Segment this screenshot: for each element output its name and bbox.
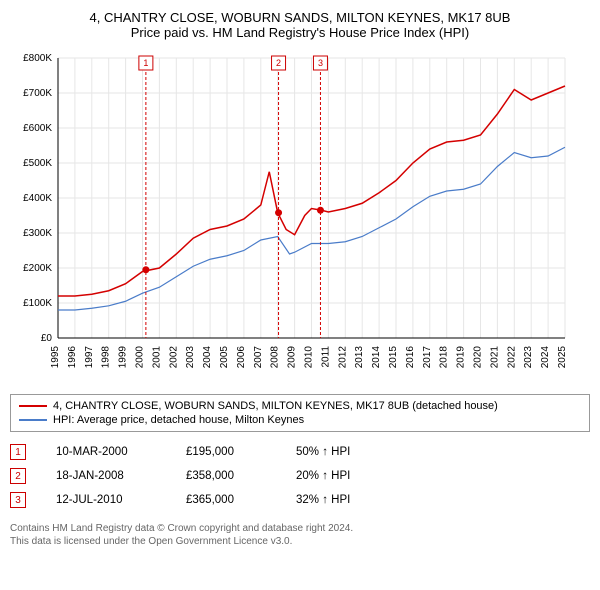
svg-text:2003: 2003 <box>185 346 196 369</box>
svg-text:£200K: £200K <box>23 263 52 274</box>
svg-text:2011: 2011 <box>320 346 331 368</box>
sale-date: 12-JUL-2010 <box>56 494 156 506</box>
sale-delta: 20% ↑ HPI <box>296 470 396 482</box>
svg-text:2007: 2007 <box>253 346 264 369</box>
footnote-line-1: Contains HM Land Registry data © Crown c… <box>10 522 590 535</box>
svg-text:2009: 2009 <box>287 346 298 369</box>
svg-text:2013: 2013 <box>354 346 365 369</box>
svg-text:2022: 2022 <box>506 346 517 369</box>
svg-text:2: 2 <box>276 58 281 68</box>
title-line-1: 4, CHANTRY CLOSE, WOBURN SANDS, MILTON K… <box>10 10 590 25</box>
svg-text:2001: 2001 <box>151 346 162 369</box>
svg-text:1: 1 <box>143 58 148 68</box>
legend-row: HPI: Average price, detached house, Milt… <box>19 413 581 427</box>
sale-date: 18-JAN-2008 <box>56 470 156 482</box>
svg-text:2002: 2002 <box>168 346 179 369</box>
svg-text:£0: £0 <box>41 333 53 344</box>
svg-text:2025: 2025 <box>557 346 568 369</box>
svg-text:1999: 1999 <box>118 346 129 369</box>
svg-text:2012: 2012 <box>337 346 348 369</box>
sale-price: £365,000 <box>186 494 266 506</box>
svg-text:£300K: £300K <box>23 228 52 239</box>
svg-text:1997: 1997 <box>84 346 95 369</box>
sales-table: 1 10-MAR-2000 £195,000 50% ↑ HPI 2 18-JAN-200… <box>10 440 590 512</box>
sale-row: 1 10-MAR-2000 £195,000 50% ↑ HPI <box>10 440 590 464</box>
svg-text:2006: 2006 <box>236 346 247 369</box>
sale-date: 10-MAR-2000 <box>56 446 156 458</box>
svg-text:2020: 2020 <box>473 346 484 369</box>
chart-title-block: 4, CHANTRY CLOSE, WOBURN SANDS, MILTON K… <box>10 10 590 40</box>
svg-text:1996: 1996 <box>67 346 78 369</box>
svg-text:2010: 2010 <box>304 346 315 369</box>
svg-text:2000: 2000 <box>135 346 146 369</box>
sale-price: £358,000 <box>186 470 266 482</box>
sale-marker: 2 <box>10 468 26 484</box>
legend-label: 4, CHANTRY CLOSE, WOBURN SANDS, MILTON K… <box>53 400 498 412</box>
sale-marker: 1 <box>10 444 26 460</box>
sale-marker: 3 <box>10 492 26 508</box>
legend-row: 4, CHANTRY CLOSE, WOBURN SANDS, MILTON K… <box>19 399 581 413</box>
legend-swatch <box>19 419 47 421</box>
sale-delta: 32% ↑ HPI <box>296 494 396 506</box>
svg-text:2015: 2015 <box>388 346 399 369</box>
svg-text:1995: 1995 <box>50 346 61 369</box>
svg-text:2016: 2016 <box>405 346 416 369</box>
legend-label: HPI: Average price, detached house, Milt… <box>53 414 304 426</box>
svg-text:2005: 2005 <box>219 346 230 369</box>
svg-text:2014: 2014 <box>371 346 382 369</box>
footnote-line-2: This data is licensed under the Open Gov… <box>10 535 590 548</box>
svg-text:£700K: £700K <box>23 88 52 99</box>
legend: 4, CHANTRY CLOSE, WOBURN SANDS, MILTON K… <box>10 394 590 432</box>
svg-text:£400K: £400K <box>23 193 52 204</box>
svg-text:£500K: £500K <box>23 158 52 169</box>
svg-text:2018: 2018 <box>439 346 450 369</box>
svg-text:£600K: £600K <box>23 123 52 134</box>
chart-container: £0 £100K £200K £300K £400K £500K £600K £700K £80… <box>10 48 590 388</box>
svg-text:£100K: £100K <box>23 298 52 309</box>
svg-text:2017: 2017 <box>422 346 433 369</box>
legend-swatch <box>19 405 47 407</box>
sale-price: £195,000 <box>186 446 266 458</box>
price-chart: £0 £100K £200K £300K £400K £500K £600K £700K £80… <box>10 48 570 388</box>
footnote: Contains HM Land Registry data © Crown c… <box>10 522 590 548</box>
svg-text:£800K: £800K <box>23 53 52 64</box>
svg-text:3: 3 <box>318 58 323 68</box>
svg-text:2008: 2008 <box>270 346 281 369</box>
svg-text:2019: 2019 <box>456 346 467 369</box>
svg-text:2024: 2024 <box>540 346 551 369</box>
sale-row: 2 18-JAN-2008 £358,000 20% ↑ HPI <box>10 464 590 488</box>
svg-text:2004: 2004 <box>202 346 213 369</box>
title-line-2: Price paid vs. HM Land Registry's House … <box>10 25 590 40</box>
sale-row: 3 12-JUL-2010 £365,000 32% ↑ HPI <box>10 488 590 512</box>
svg-text:1998: 1998 <box>101 346 112 369</box>
sale-delta: 50% ↑ HPI <box>296 446 396 458</box>
svg-text:2023: 2023 <box>523 346 534 369</box>
svg-text:2021: 2021 <box>489 346 500 369</box>
